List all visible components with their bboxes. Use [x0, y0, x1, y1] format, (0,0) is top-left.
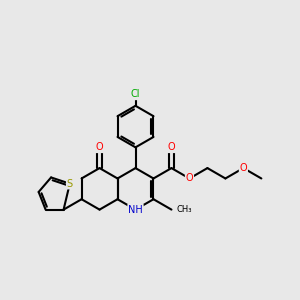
Text: NH: NH: [128, 205, 143, 214]
Text: O: O: [186, 173, 193, 184]
Text: O: O: [240, 163, 247, 173]
Text: O: O: [96, 142, 104, 152]
Text: O: O: [168, 142, 175, 152]
Text: S: S: [67, 179, 73, 189]
Text: Cl: Cl: [131, 89, 140, 99]
Text: CH₃: CH₃: [176, 205, 192, 214]
